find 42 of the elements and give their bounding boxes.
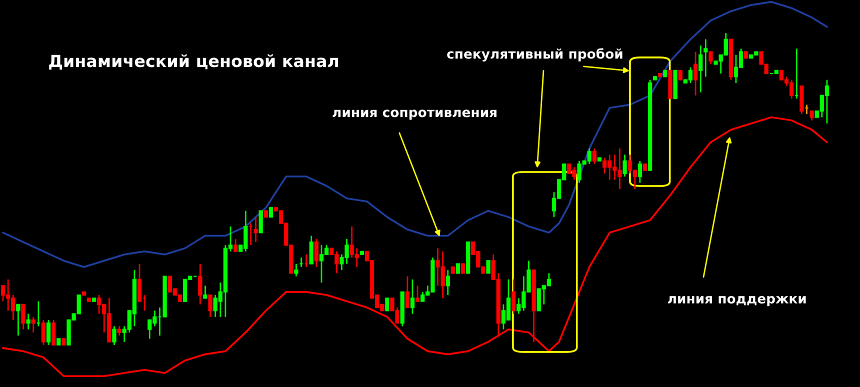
candlestick bbox=[208, 294, 212, 318]
candlestick bbox=[233, 238, 238, 252]
candlestick bbox=[410, 278, 415, 314]
candlestick bbox=[117, 326, 122, 336]
candlestick bbox=[446, 269, 450, 296]
candlestick bbox=[41, 319, 46, 346]
candlestick bbox=[415, 284, 420, 302]
candlestick bbox=[112, 326, 116, 346]
text: Динамический ценовой канал bbox=[49, 54, 338, 70]
candlestick bbox=[203, 284, 208, 299]
candlestick bbox=[693, 51, 698, 96]
candlestick bbox=[486, 260, 490, 274]
annotation: линия поддержки bbox=[668, 296, 806, 306]
candlestick bbox=[31, 316, 36, 334]
candlestick bbox=[268, 207, 274, 218]
candlestick bbox=[258, 210, 263, 234]
candlestick bbox=[314, 238, 319, 268]
candlestick bbox=[21, 304, 26, 330]
candlestick bbox=[46, 319, 51, 346]
candlestick bbox=[592, 148, 597, 165]
candlestick bbox=[309, 235, 314, 265]
candlestick bbox=[810, 110, 814, 122]
candlestick bbox=[708, 51, 713, 65]
candlestick bbox=[52, 319, 56, 346]
annotation: линия сопротивления bbox=[332, 110, 496, 120]
candlestick bbox=[26, 313, 30, 330]
candlestick bbox=[137, 263, 142, 302]
candlestick bbox=[460, 263, 466, 274]
candlestick bbox=[294, 263, 298, 278]
candlestick bbox=[456, 263, 460, 274]
candlestick bbox=[198, 263, 202, 306]
candlestick bbox=[16, 304, 20, 336]
candlestick bbox=[622, 154, 627, 178]
annotation: спекулятивный пробой bbox=[447, 48, 622, 62]
candlestick bbox=[704, 38, 708, 78]
candlestick bbox=[678, 70, 682, 80]
candlestick bbox=[385, 298, 390, 312]
candlestick bbox=[638, 160, 642, 184]
candlestick bbox=[511, 278, 516, 314]
candlestick bbox=[254, 216, 258, 243]
candlestick bbox=[405, 276, 410, 308]
candlestick bbox=[698, 44, 703, 94]
